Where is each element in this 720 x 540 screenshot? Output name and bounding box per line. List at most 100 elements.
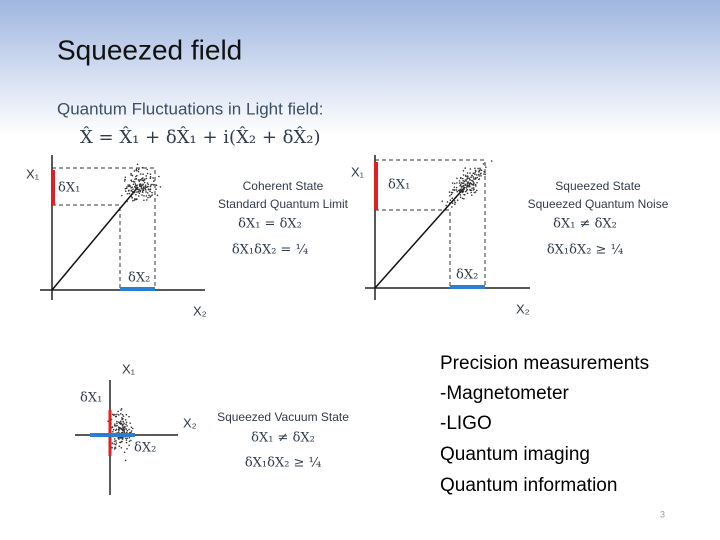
noise-dot [461,191,464,193]
noise-dot [453,182,456,185]
noise-dot [131,186,133,189]
noise-dot [472,184,475,186]
noise-dot [114,423,116,425]
noise-dot [125,439,128,441]
noise-dot [465,180,468,182]
noise-dot [117,437,119,439]
noise-dot [455,189,458,191]
noise-dot [147,185,149,188]
noise-dot [130,430,133,432]
noise-dot [127,185,130,188]
noise-dot [118,426,121,429]
noise-dot [129,422,132,424]
noise-dot [146,172,149,175]
noise-dot [113,424,116,427]
noise-dot [144,184,147,186]
heading: Quantum Fluctuations in Light field: [57,99,323,118]
noise-dot [121,438,124,440]
noise-dot [463,197,465,200]
noise-cloud [441,160,493,208]
noise-dot [115,428,118,431]
noise-dot [126,447,128,450]
noise-dot [482,163,485,165]
noise-dot [131,427,134,430]
noise-dot [122,426,125,428]
noise-dot [456,182,458,184]
noise-dot [468,184,471,186]
noise-dot [466,172,469,174]
noise-dot [121,417,123,419]
noise-dot [453,189,456,191]
noise-dot [478,175,481,177]
noise-dot [116,420,118,423]
noise-dot [144,187,146,190]
noise-dot [457,193,460,195]
noise-dot [118,438,120,440]
noise-dot [450,193,453,196]
noise-dot [113,440,116,443]
noise-dot [451,206,453,208]
noise-dot [150,195,152,197]
note: δX₁ = δX₂ [238,217,302,232]
noise-dot [149,185,152,188]
noise-dot [130,172,132,175]
noise-dot [145,195,148,197]
noise-dot [453,200,456,202]
noise-dot [448,191,451,193]
noise-dot [138,192,141,195]
noise-dot [476,176,478,179]
noise-dot [136,188,139,191]
noise-dot [459,183,462,186]
noise-dot [132,188,134,190]
noise-dot [135,193,137,196]
noise-dot [477,167,479,170]
list-item: Precision measurements [440,353,649,374]
noise-dot [472,172,475,174]
equation: X̂ = X̂₁ + δX̂₁ + i(X̂₂ + δX̂₂) [80,126,321,148]
noise-dot [490,160,493,162]
noise-dot [465,189,468,192]
noise-dot [123,428,125,431]
list-item: Quantum imaging [440,444,590,465]
axis-label: X₁ [122,361,136,376]
noise-dot [468,185,471,188]
noise-dot [138,188,140,190]
noise-dot [144,186,147,188]
delta-label: δX₁ [58,181,80,196]
note: δX₁δX₂ = ¼ [232,243,309,258]
noise-dot [115,439,117,442]
list-item: -Magnetometer [440,383,570,404]
noise-dot [449,199,452,201]
noise-dot [459,188,462,191]
noise-dot [136,191,138,193]
noise-dot [445,204,447,207]
noise-dot [462,184,465,187]
noise-dot [149,177,152,179]
noise-dot [141,184,143,187]
noise-dot [461,185,463,187]
noise-dot [116,424,118,427]
noise-dot [456,177,458,180]
noise-dot [128,428,130,431]
noise-dot [152,177,154,179]
noise-dot [117,414,120,416]
noise-dot [116,422,118,425]
noise-dot [462,180,464,182]
noise-dot [122,421,125,423]
noise-dot [141,191,144,194]
noise-dot [130,439,132,442]
axis-label: X₂ [193,303,207,318]
noise-dot [121,194,123,197]
noise-dot [455,186,458,189]
note: Squeezed Vacuum State [217,410,349,424]
noise-dot [476,181,478,184]
noise-dot [113,438,116,440]
note: Squeezed State [555,179,641,193]
noise-cloud [121,163,162,203]
noise-dot [471,183,473,186]
noise-dot [120,422,123,425]
noise-dot [147,196,149,199]
noise-dot [136,198,138,200]
noise-dot [156,194,159,197]
